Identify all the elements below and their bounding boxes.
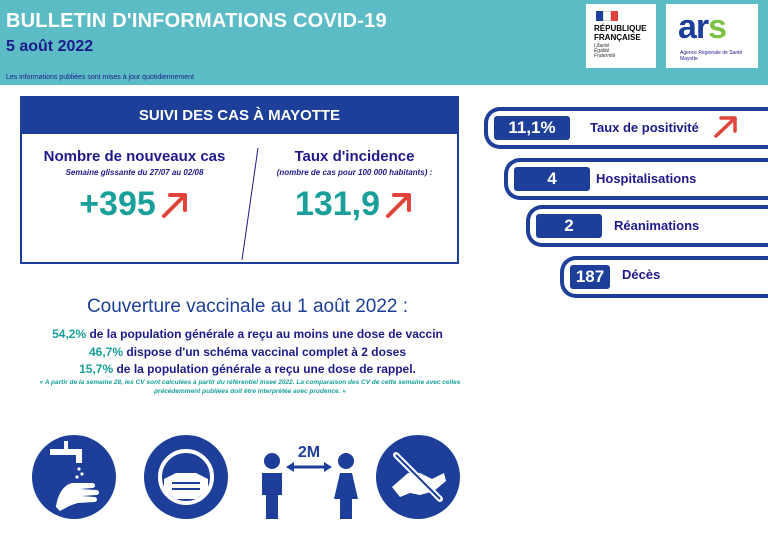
incidence-value-row: 131,9	[295, 185, 414, 224]
hospitalisations-panel: 4 Hospitalisations	[504, 158, 768, 200]
vaccination-line: 15,7% de la population générale a reçu u…	[0, 362, 495, 376]
handwashing-icon	[32, 435, 116, 519]
distance-label: 2M	[298, 444, 320, 461]
new-cases-block: Nombre de nouveaux cas Semaine glissante…	[22, 148, 247, 224]
deces-label: Décès	[622, 267, 661, 282]
trend-up-arrow-icon	[714, 116, 737, 138]
bulletin-date: 5 août 2022	[6, 38, 94, 55]
distance-icon: 2M	[262, 444, 358, 519]
trend-up-arrow-icon	[386, 192, 412, 218]
face-mask-icon	[144, 435, 228, 519]
reanimations-value: 2	[536, 214, 602, 238]
header-banner: BULLETIN D'INFORMATIONS COVID-19 5 août …	[0, 0, 768, 85]
positivity-rate-value: 11,1%	[494, 116, 570, 140]
rf-motto: Liberté Égalité Fraternité	[594, 43, 616, 59]
vaccination-pct: 54,2%	[52, 327, 87, 341]
hospitalisations-label: Hospitalisations	[596, 171, 697, 186]
deces-value: 187	[570, 265, 610, 289]
vaccination-line: 46,7% dispose d'un schéma vaccinal compl…	[0, 345, 495, 359]
vaccination-line: 54,2% de la population générale a reçu a…	[0, 327, 495, 341]
rf-name: RÉPUBLIQUE FRANÇAISE	[594, 24, 647, 42]
update-note: Les informations publiées sont mises à j…	[6, 74, 194, 81]
trend-up-arrow-icon	[161, 192, 187, 218]
hospitalisations-value: 4	[514, 167, 590, 191]
incidence-value: 131,9	[294, 185, 381, 223]
new-cases-period: Semaine glissante du 27/07 au 02/08	[65, 168, 204, 177]
reanimations-label: Réanimations	[614, 218, 700, 233]
incidence-title: Taux d'incidence	[294, 148, 415, 165]
card-divider	[241, 148, 259, 260]
ars-wordmark: ars	[678, 8, 727, 46]
new-cases-title: Nombre de nouveaux cas	[43, 148, 226, 165]
positivity-rate-panel: 11,1% Taux de positivité	[484, 107, 768, 149]
republique-francaise-logo: RÉPUBLIQUE FRANÇAISE Liberté Égalité Fra…	[586, 4, 656, 68]
bulletin-title: BULLETIN D'INFORMATIONS COVID-19	[6, 10, 387, 32]
french-flag-icon	[596, 11, 619, 21]
vaccination-pct: 15,7%	[79, 362, 114, 376]
ars-subtitle: Agence Régionale de Santé Mayotte	[680, 50, 743, 62]
cases-card-title: SUIVI DES CAS À MAYOTTE	[22, 98, 457, 134]
incidence-block: Taux d'incidence (nombre de cas pour 100…	[252, 148, 457, 224]
new-cases-value: +395	[79, 185, 156, 223]
positivity-rate-label: Taux de positivité	[590, 120, 699, 135]
reanimations-panel: 2 Réanimations	[526, 205, 768, 247]
cases-card: SUIVI DES CAS À MAYOTTE Nombre de nouvea…	[20, 96, 459, 264]
ars-logo: ars Agence Régionale de Santé Mayotte	[666, 4, 758, 68]
vaccination-text: dispose d'un schéma vaccinal complet à 2…	[123, 345, 406, 359]
vaccination-note: « A partir de la semaine 28, les CV sont…	[39, 379, 461, 395]
new-cases-value-row: +395	[79, 185, 190, 224]
incidence-unit: (nombre de cas pour 100 000 habitants) :	[276, 168, 433, 177]
no-handshake-icon	[376, 435, 460, 519]
vaccination-title: Couverture vaccinale au 1 août 2022 :	[86, 296, 409, 317]
deces-panel: 187 Décès	[560, 256, 768, 298]
vaccination-pct: 46,7%	[89, 345, 124, 359]
vaccination-text: de la population générale a reçu au moin…	[86, 327, 443, 341]
vaccination-text: de la population générale a reçu une dos…	[113, 362, 416, 376]
